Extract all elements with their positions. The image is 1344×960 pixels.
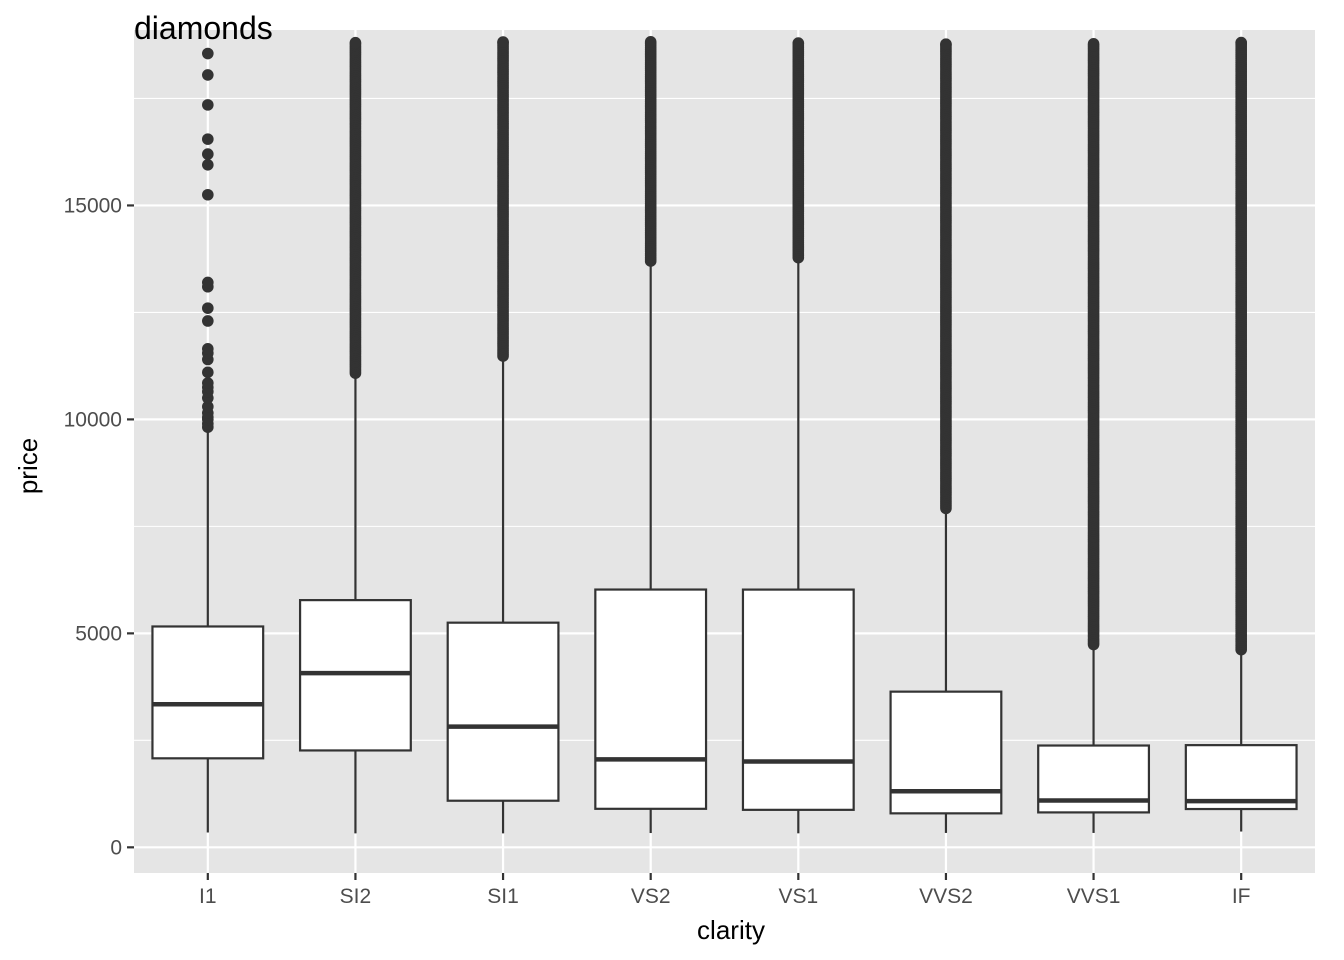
outlier-point [202,47,214,60]
outliers-VVS2 [940,38,952,515]
outlier-point [202,315,214,327]
outlier-point [1087,38,1100,50]
outliers-I1 [202,47,214,433]
box-iqr [446,621,560,802]
x-tick-label: VVS2 [919,885,973,908]
x-tick-label: VS2 [631,885,671,908]
chart-title: diamonds [134,10,273,46]
outliers-VS2 [644,36,657,267]
x-tick-label: IF [1232,885,1251,908]
outlier-point [202,302,214,314]
outlier-point [497,36,509,48]
box-iqr [889,690,1003,815]
outlier-point [644,36,657,48]
x-axis-title: clarity [697,915,765,945]
y-tick-label: 0 [110,836,122,859]
outlier-point [202,400,214,413]
box-SI1 [446,357,560,834]
box-iqr [741,588,855,811]
box-VS1 [741,258,855,834]
y-tick-label: 5000 [75,622,122,645]
x-tick-label: VVS1 [1067,885,1121,908]
box-iqr [594,588,708,810]
y-axis-title: price [13,438,43,494]
outliers [202,36,1247,656]
x-tick-label: I1 [199,885,217,908]
box-I1 [151,432,265,833]
outlier-point [202,276,214,289]
boxes [151,258,1298,834]
box-iqr [1184,744,1298,811]
outlier-point [202,158,214,171]
outlier-point [202,69,214,81]
outlier-point [940,38,952,51]
outliers-VVS1 [1087,38,1100,651]
box-iqr [151,625,265,760]
outlier-point [349,36,362,49]
box-VS2 [594,263,708,834]
outlier-point [202,148,214,160]
outlier-point [1235,36,1247,49]
x-tick-label: SI2 [340,885,372,908]
outlier-point [202,366,214,379]
outlier-point [202,133,214,145]
box-SI2 [298,374,412,834]
x-tick-label: SI1 [487,885,519,908]
outlier-point [202,99,214,111]
axes: 0 5000 10000 15000 I1 SI2 SI1 VS2 VS1 VVS2 VVS1 IF [64,194,1251,908]
outliers-SI2 [349,36,362,379]
outliers-SI1 [497,36,509,362]
box-IF [1184,650,1298,832]
outlier-point [202,342,214,355]
outlier-point [202,188,214,201]
y-tick-label: 15000 [64,194,122,217]
outlier-point [202,377,214,389]
y-tick-label: 10000 [64,408,122,431]
outliers-VS1 [792,37,805,264]
box-VVS2 [889,509,1003,833]
outliers-IF [1235,36,1247,656]
box-VVS1 [1037,645,1151,833]
outlier-point [792,37,805,49]
x-tick-label: VS1 [778,885,818,908]
